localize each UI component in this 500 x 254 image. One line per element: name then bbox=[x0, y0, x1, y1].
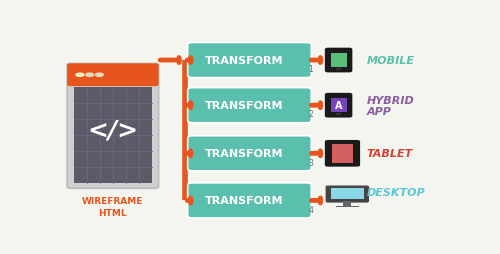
Bar bbox=[70, 66, 156, 85]
Bar bbox=[74, 87, 152, 183]
Text: 4: 4 bbox=[308, 205, 314, 214]
Bar bbox=[336, 206, 359, 208]
Circle shape bbox=[94, 73, 104, 78]
Bar bbox=[70, 75, 156, 85]
Text: DESKTOP: DESKTOP bbox=[366, 187, 426, 197]
Bar bbox=[330, 54, 346, 68]
Circle shape bbox=[336, 113, 342, 116]
Text: TRANSFORM: TRANSFORM bbox=[204, 149, 283, 159]
FancyBboxPatch shape bbox=[67, 64, 158, 188]
FancyBboxPatch shape bbox=[325, 49, 352, 73]
Text: TABLET: TABLET bbox=[366, 149, 413, 159]
Circle shape bbox=[76, 73, 84, 78]
Bar bbox=[331, 188, 364, 200]
Text: 1: 1 bbox=[308, 65, 314, 74]
Text: A: A bbox=[335, 100, 342, 110]
FancyBboxPatch shape bbox=[188, 88, 312, 123]
FancyBboxPatch shape bbox=[326, 186, 369, 203]
Text: HYBRID
APP: HYBRID APP bbox=[366, 95, 414, 116]
Text: 2: 2 bbox=[308, 110, 314, 119]
FancyBboxPatch shape bbox=[188, 183, 312, 218]
Text: TRANSFORM: TRANSFORM bbox=[204, 56, 283, 66]
Text: MOBILE: MOBILE bbox=[366, 56, 414, 66]
Bar bbox=[332, 144, 353, 163]
Text: 3: 3 bbox=[308, 158, 314, 167]
FancyBboxPatch shape bbox=[67, 64, 158, 87]
FancyBboxPatch shape bbox=[325, 140, 360, 167]
Bar bbox=[330, 99, 346, 113]
Text: TRANSFORM: TRANSFORM bbox=[204, 196, 283, 206]
Text: </>: </> bbox=[88, 118, 138, 142]
Circle shape bbox=[85, 73, 94, 78]
Text: WIREFRAME
HTML: WIREFRAME HTML bbox=[82, 197, 144, 217]
Circle shape bbox=[336, 68, 342, 71]
FancyBboxPatch shape bbox=[188, 43, 312, 78]
Text: TRANSFORM: TRANSFORM bbox=[204, 101, 283, 111]
FancyBboxPatch shape bbox=[188, 136, 312, 171]
Bar bbox=[344, 201, 351, 207]
FancyBboxPatch shape bbox=[325, 93, 352, 118]
